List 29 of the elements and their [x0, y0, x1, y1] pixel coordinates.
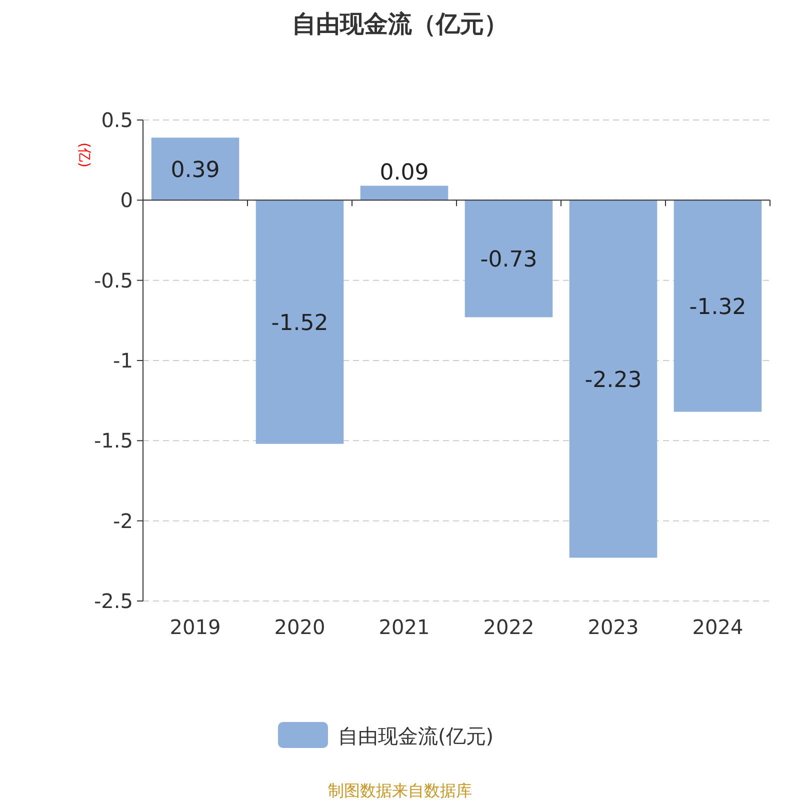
- bar: [464, 200, 553, 318]
- data-label: -1.32: [689, 294, 746, 320]
- y-tick-label: -2: [113, 508, 133, 533]
- x-tick-label: 2023: [588, 615, 639, 639]
- x-tick-label: 2022: [483, 615, 534, 639]
- y-tick-label: -2.5: [94, 589, 133, 613]
- bar: [569, 200, 658, 558]
- x-tick-label: 2019: [170, 615, 221, 639]
- legend-label: 自由现金流(亿元): [338, 724, 494, 748]
- y-tick-label: -1.5: [94, 428, 133, 453]
- bar: [360, 186, 448, 200]
- data-label: -2.23: [584, 368, 642, 393]
- text: 制图数据来自数据库: [328, 781, 472, 800]
- bar: [256, 200, 344, 444]
- y-tick-label: 0: [120, 188, 133, 212]
- y-tick-label: 0.5: [101, 108, 133, 132]
- x-tick-label: 2021: [378, 615, 430, 639]
- y-axis-title: (亿): [76, 142, 92, 168]
- data-label: 0.39: [170, 158, 220, 183]
- x-tick-label: 2020: [274, 615, 326, 639]
- bar: [674, 200, 762, 412]
- data-label: -0.73: [480, 248, 538, 273]
- data-label: 0.09: [380, 160, 429, 186]
- y-tick-label: -0.5: [94, 268, 133, 292]
- y-tick-label: -1: [113, 348, 133, 372]
- bar: [151, 138, 240, 200]
- chart-title: 自由现金流（亿元）: [292, 10, 508, 38]
- data-label: -1.52: [271, 311, 328, 336]
- x-tick-label: 2024: [692, 615, 744, 639]
